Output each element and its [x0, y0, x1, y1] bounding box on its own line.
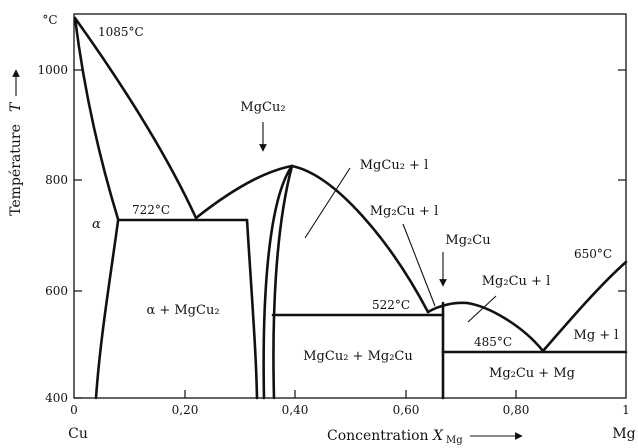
leader-mg2cu-liquid-lower: [468, 296, 496, 322]
y-tick-label: 800: [45, 173, 68, 187]
x-tick-label: 0,80: [503, 403, 530, 417]
phase-label-alpha-mgcu2: α + MgCu₂: [146, 303, 219, 318]
phase-label-mgcu2-mg2cu: MgCu₂ + Mg₂Cu: [303, 349, 412, 364]
liquidus-mgcu2-right: [292, 166, 428, 312]
y-unit-label: °C: [42, 13, 57, 27]
phase-label-mg-liquid: Mg + l: [574, 328, 619, 343]
y-tick-label: 600: [45, 284, 68, 298]
x-tick-label: 1: [622, 403, 630, 417]
y-tick-label: 1000: [37, 63, 68, 77]
y-title-symbol: T: [8, 101, 24, 112]
y-tick-label: 400: [45, 391, 68, 405]
x-right-element: Mg: [612, 426, 635, 442]
x-axis-title: Concentration: [327, 428, 429, 444]
y-title-text: Température: [8, 124, 24, 216]
x-left-element: Cu: [68, 426, 88, 442]
mgcu2-left-boundary-outer: [247, 220, 257, 398]
phase-label-mg2cu-liquid-lower: Mg₂Cu + l: [482, 274, 550, 289]
x-axis-symbol-sub: Mg: [446, 435, 463, 446]
phase-label-mgcu2-liquid: MgCu₂ + l: [360, 158, 428, 173]
mgcu2-right-boundary: [273, 166, 292, 398]
liquidus-mgcu2-left: [196, 166, 292, 218]
temp-label-722: 722°C: [132, 203, 170, 217]
compound-label-mgcu2: MgCu₂: [240, 100, 285, 115]
mgcu2-left-boundary-inner: [264, 166, 292, 398]
temp-label-522: 522°C: [372, 298, 410, 312]
leader-mgcu2-liquid: [305, 168, 350, 238]
y-axis-title: Température T: [8, 70, 24, 216]
x-tick-label: 0,60: [393, 403, 420, 417]
phase-label-mg2cu-liquid-upper: Mg₂Cu + l: [370, 204, 438, 219]
x-tick-label: 0,20: [172, 403, 199, 417]
alpha-solvus: [96, 221, 118, 398]
compound-label-mg2cu: Mg₂Cu: [445, 233, 490, 248]
x-axis-symbol: X: [432, 428, 444, 444]
x-tick-label: 0,40: [282, 403, 309, 417]
temp-label-mg-melt: 650°C: [574, 247, 612, 261]
temp-label-cu-melt: 1085°C: [98, 25, 144, 39]
temp-label-485: 485°C: [474, 335, 512, 349]
x-tick-label: 0: [70, 403, 78, 417]
phase-label-mg2cu-mg: Mg₂Cu + Mg: [489, 366, 575, 381]
phase-label-alpha: α: [92, 217, 101, 232]
